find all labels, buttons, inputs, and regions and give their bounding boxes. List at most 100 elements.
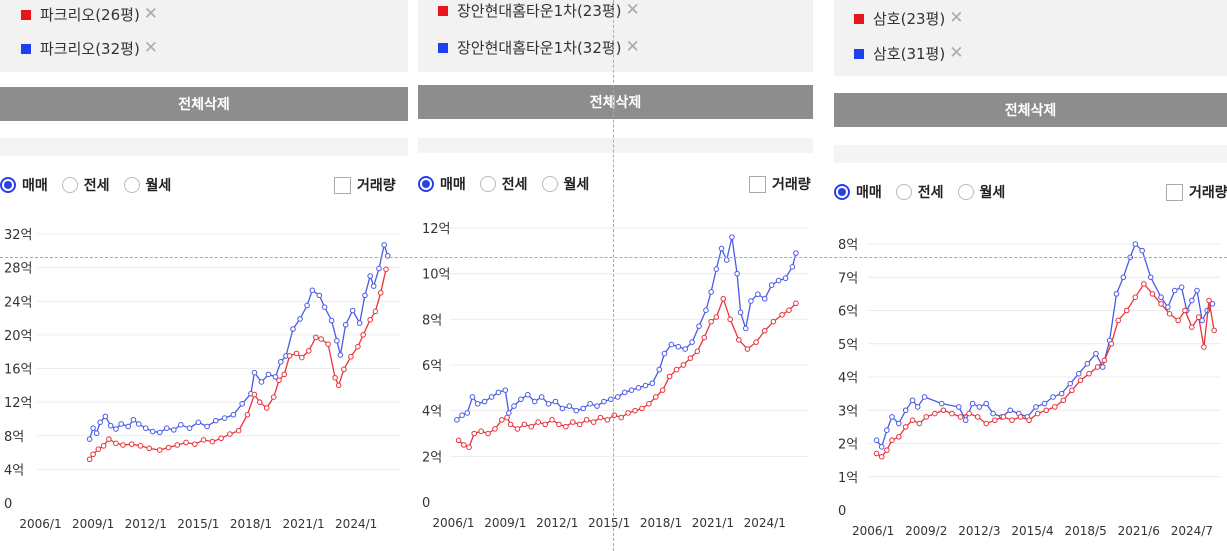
volume-checkbox[interactable]: 거래량: [749, 174, 811, 194]
data-point: [940, 407, 947, 414]
y-tick-label: 28억: [4, 262, 33, 277]
data-point: [90, 425, 96, 431]
data-point: [367, 316, 373, 323]
data-point: [504, 414, 510, 421]
radio-jeonse[interactable]: 전세: [479, 174, 528, 194]
y-tick-label: 6억: [422, 359, 442, 374]
checkbox-label: 거래량: [772, 177, 811, 193]
radio-label: 전세: [917, 185, 944, 201]
legend-box: 파크리오(26평) ✕ 파크리오(32평) ✕: [0, 0, 408, 72]
radio-sale[interactable]: 매매: [834, 182, 882, 202]
remove-icon[interactable]: ✕: [949, 8, 964, 28]
data-point: [481, 398, 488, 405]
data-point: [293, 350, 300, 357]
legend-item-2: 파크리오(32평) ✕: [21, 38, 158, 59]
data-point: [1178, 284, 1185, 291]
data-point: [328, 317, 335, 324]
data-point: [306, 348, 312, 354]
data-point: [1182, 307, 1188, 314]
data-point: [177, 422, 184, 428]
radio-icon[interactable]: [895, 184, 912, 200]
data-point: [341, 366, 347, 373]
data-point: [454, 417, 460, 423]
radio-icon[interactable]: [123, 177, 140, 193]
data-point: [1051, 404, 1058, 410]
data-point: [786, 307, 792, 314]
data-point: [309, 287, 316, 294]
radio-sale[interactable]: 매매: [0, 175, 48, 195]
x-tick-label: 2024/1: [335, 517, 377, 531]
data-point: [318, 336, 324, 342]
crosshair-horizontal: [0, 257, 1227, 258]
data-point: [507, 421, 514, 428]
data-point: [768, 282, 775, 288]
remove-icon[interactable]: ✕: [625, 37, 640, 57]
radio-jeonse[interactable]: 전세: [895, 182, 944, 202]
data-point: [128, 441, 135, 447]
data-point: [474, 401, 481, 407]
remove-icon[interactable]: ✕: [143, 38, 159, 58]
data-point: [142, 425, 149, 431]
legend-label: 장안현대홈타운1차(23평): [457, 2, 622, 20]
radio-jeonse[interactable]: 전세: [61, 175, 110, 195]
radio-sale[interactable]: 매매: [418, 174, 466, 194]
remove-icon[interactable]: ✕: [625, 0, 640, 20]
x-tick-label: 2015/1: [177, 517, 219, 531]
radio-monthly[interactable]: 월세: [541, 174, 589, 194]
checkbox-icon[interactable]: [1166, 183, 1183, 201]
data-point: [545, 401, 552, 407]
radio-icon[interactable]: [957, 184, 974, 200]
volume-checkbox[interactable]: 거래량: [334, 175, 396, 195]
data-point: [889, 437, 895, 443]
data-point: [304, 302, 310, 309]
checkbox-icon[interactable]: [334, 176, 351, 194]
radio-monthly[interactable]: 월세: [957, 182, 1005, 202]
delete-all-button[interactable]: 전체삭제: [418, 85, 813, 119]
delete-all-button[interactable]: 전체삭제: [834, 93, 1227, 127]
data-point: [1086, 370, 1092, 377]
data-point: [276, 377, 282, 384]
data-point: [332, 374, 338, 381]
data-point: [149, 428, 156, 435]
blue-square-icon: [21, 43, 31, 54]
data-point: [1113, 291, 1120, 297]
data-point: [137, 443, 144, 449]
data-point: [923, 414, 930, 420]
data-point: [909, 397, 916, 404]
data-point: [466, 444, 472, 451]
data-point: [694, 348, 701, 355]
delete-all-button[interactable]: 전체삭제: [0, 87, 408, 121]
data-point: [376, 265, 382, 272]
radio-icon[interactable]: [541, 176, 558, 192]
radio-monthly[interactable]: 월세: [123, 175, 171, 195]
data-point: [1075, 370, 1082, 377]
y-tick-label: 32억: [4, 228, 33, 243]
data-point: [1165, 304, 1171, 310]
data-point: [873, 437, 880, 443]
data-point: [1041, 400, 1048, 407]
data-point: [878, 444, 885, 450]
x-tick-label: 2012/3: [958, 524, 1000, 538]
data-point: [367, 273, 373, 279]
x-tick-label: 2009/1: [484, 516, 526, 530]
volume-checkbox[interactable]: 거래량: [1166, 182, 1227, 202]
data-point: [1132, 294, 1139, 301]
data-point: [957, 414, 964, 420]
y-tick-label: 8억: [4, 430, 24, 445]
y-tick-label: 4억: [4, 463, 24, 478]
x-tick-label: 2006/1: [852, 524, 894, 538]
data-point: [597, 414, 604, 421]
y-tick-label: 7억: [838, 271, 858, 286]
data-point: [1189, 324, 1195, 330]
radio-icon[interactable]: [479, 176, 496, 192]
remove-icon[interactable]: ✕: [949, 43, 964, 63]
radio-selected-icon[interactable]: [0, 177, 16, 193]
radio-selected-icon[interactable]: [834, 184, 850, 200]
radio-icon[interactable]: [61, 177, 78, 193]
radio-selected-icon[interactable]: [418, 176, 434, 192]
x-tick-label: 2015/4: [1011, 524, 1053, 538]
data-point: [1123, 307, 1130, 314]
remove-icon[interactable]: ✕: [143, 4, 159, 24]
y-tick-label: 6억: [838, 305, 858, 320]
checkbox-icon[interactable]: [749, 175, 766, 193]
